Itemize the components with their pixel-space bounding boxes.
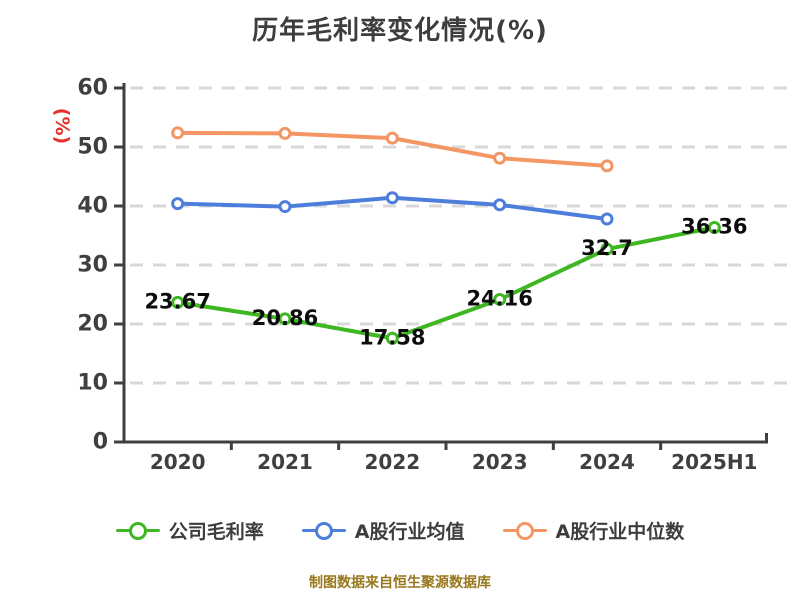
data-point-0-2023 [493, 292, 507, 306]
y-tick-label-0: 0 [93, 430, 108, 455]
data-label-0-2024: 32.7 [581, 236, 633, 260]
data-point-2-2020 [171, 126, 185, 140]
data-label-0-2025H1: 36.36 [681, 214, 747, 238]
y-tick-label-30: 30 [77, 253, 108, 278]
chart-title: 历年毛利率变化情况(%) [252, 16, 548, 46]
x-tick-label-2020: 2020 [150, 450, 206, 474]
data-label-0-2023: 24.16 [466, 286, 532, 310]
y-tick-label-40: 40 [77, 194, 108, 219]
legend-item-2: A股行业中位数 [502, 517, 685, 544]
x-tick-label-2025H1: 2025H1 [671, 450, 757, 474]
legend-item-1: A股行业均值 [301, 517, 465, 544]
data-label-0-2020: 23.67 [144, 289, 210, 313]
data-label-0-2022: 17.58 [359, 325, 425, 349]
data-point-2-2024 [600, 159, 614, 173]
legend-marker-icon [502, 521, 547, 541]
data-point-0-2025H1 [707, 220, 721, 234]
data-point-2-2022 [385, 131, 399, 145]
series-line-0 [175, 225, 717, 341]
data-point-1-2022 [385, 191, 399, 205]
x-tick-label-2022: 2022 [364, 450, 420, 474]
data-point-1-2020 [171, 197, 185, 211]
y-tick-label-50: 50 [77, 135, 108, 160]
data-point-0-2020 [171, 295, 185, 309]
data-point-1-2024 [600, 212, 614, 226]
legend: 公司毛利率 A股行业均值 A股行业中位数 [0, 517, 800, 544]
legend-marker-icon [115, 521, 160, 541]
data-point-0-2022 [385, 331, 399, 345]
y-tick-label-20: 20 [77, 312, 108, 337]
data-label-0-2021: 20.86 [252, 306, 318, 330]
data-point-1-2021 [278, 200, 292, 214]
x-tick-label-2024: 2024 [579, 450, 635, 474]
data-point-2-2023 [493, 151, 507, 165]
x-tick-label-2023: 2023 [472, 450, 528, 474]
legend-marker-icon [301, 521, 346, 541]
y-tick-label-60: 60 [77, 76, 108, 101]
legend-label-0: 公司毛利率 [168, 521, 264, 543]
data-point-0-2024 [600, 242, 614, 256]
data-point-1-2023 [493, 198, 507, 212]
legend-item-0: 公司毛利率 [115, 517, 264, 544]
x-tick-label-2021: 2021 [257, 450, 313, 474]
y-tick-label-10: 10 [77, 371, 108, 396]
data-point-0-2021 [278, 312, 292, 326]
data-point-2-2021 [278, 126, 292, 140]
legend-label-1: A股行业均值 [354, 521, 465, 543]
footer-note: 制图数据来自恒生聚源数据库 [309, 575, 491, 591]
legend-label-2: A股行业中位数 [555, 521, 685, 543]
